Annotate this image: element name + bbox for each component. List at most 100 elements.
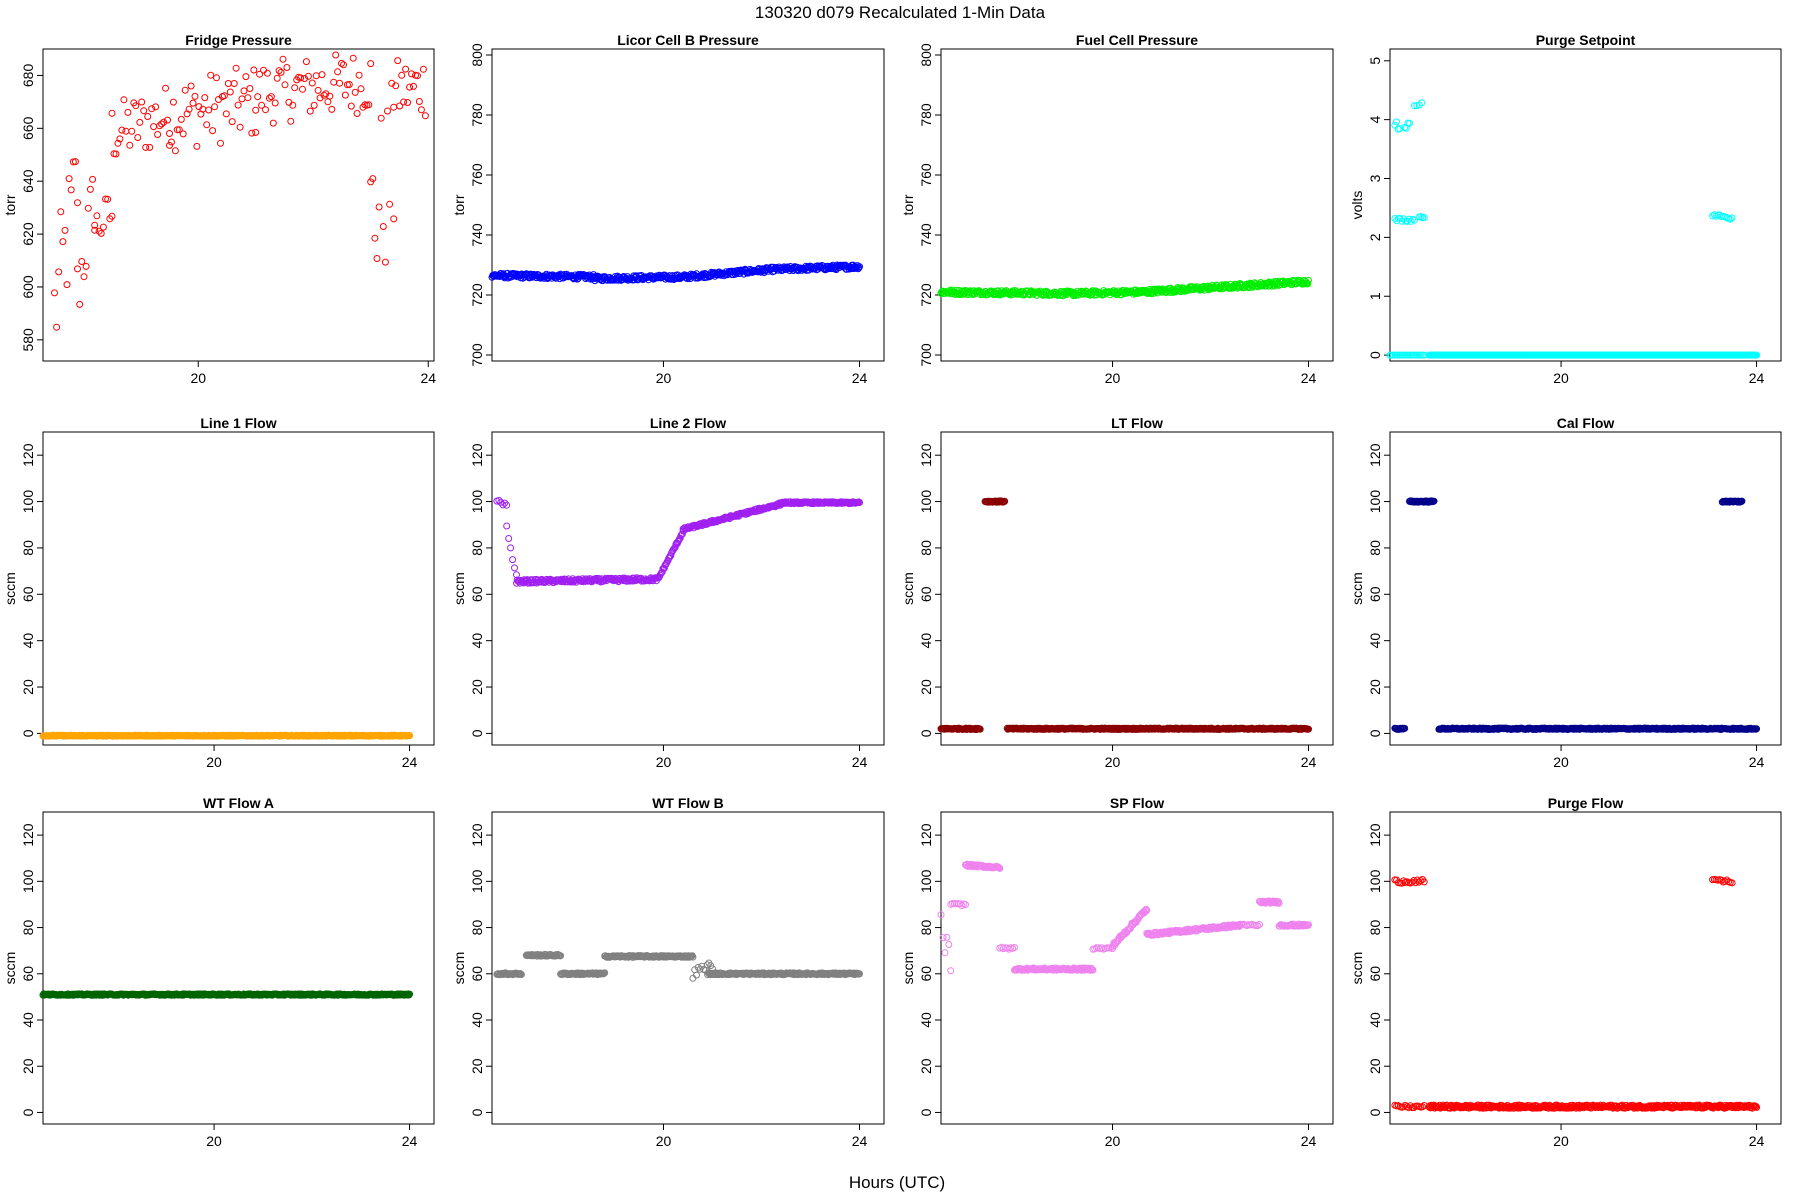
x-tick-label: 20: [206, 1133, 222, 1149]
data-point: [373, 255, 381, 262]
data-point: [89, 175, 97, 183]
y-tick-label: 20: [20, 1058, 36, 1074]
data-point: [1409, 215, 1417, 223]
data-point: [1305, 276, 1312, 284]
y-tick-label: 80: [20, 540, 36, 556]
y-tick-label: 40: [469, 633, 485, 649]
data-point: [367, 60, 375, 68]
data-point: [162, 84, 169, 92]
y-tick-label: 720: [469, 283, 485, 307]
data-point: [297, 74, 305, 82]
data-point: [410, 82, 417, 90]
y-axis-label: torr: [451, 194, 467, 215]
data-point: [856, 263, 863, 271]
panel-title: Fridge Pressure: [185, 32, 292, 48]
data-points: [937, 276, 1312, 300]
data-point: [181, 86, 189, 94]
y-tick-label: 60: [20, 586, 36, 602]
data-point: [168, 138, 175, 146]
plot-frame: [940, 431, 1334, 746]
data-point: [232, 64, 240, 72]
data-point: [495, 271, 503, 279]
data-point: [80, 273, 88, 281]
y-tick-label: 660: [20, 116, 36, 140]
y-tick-label: 80: [20, 920, 36, 936]
y-tick-label: 120: [20, 443, 36, 467]
data-point: [351, 88, 359, 96]
data-point: [340, 61, 347, 69]
data-point: [421, 112, 429, 120]
data-point: [384, 107, 391, 115]
data-point: [330, 78, 338, 86]
data-point: [201, 94, 209, 102]
data-point: [142, 143, 150, 151]
plot-frame: [42, 811, 435, 1125]
data-point: [332, 51, 340, 59]
data-point: [246, 85, 254, 92]
y-tick-label: 0: [1367, 729, 1383, 737]
y-tick-label: 60: [469, 586, 485, 602]
data-point: [183, 110, 191, 118]
data-point: [328, 105, 336, 113]
data-point: [61, 226, 69, 234]
data-point: [1420, 214, 1428, 221]
plot-frame: [1389, 48, 1782, 362]
data-point: [158, 120, 166, 128]
y-axis-label: sccm: [2, 572, 18, 605]
data-point: [398, 71, 406, 79]
data-point: [277, 68, 285, 76]
y-tick-label: 780: [918, 103, 934, 127]
data-point: [166, 130, 173, 137]
data-point: [371, 234, 379, 242]
data-point: [171, 147, 179, 155]
data-point: [104, 195, 112, 203]
data-point: [386, 200, 394, 208]
data-point: [240, 87, 248, 95]
data-point: [91, 226, 99, 234]
data-points: [1386, 99, 1761, 359]
x-tick-label: 24: [1749, 370, 1765, 386]
panel-title: Licor Cell B Pressure: [617, 32, 759, 48]
data-point: [217, 139, 224, 147]
y-tick-label: 40: [469, 1012, 485, 1028]
data-point: [1712, 212, 1720, 220]
data-point: [503, 522, 511, 530]
data-point: [396, 102, 404, 110]
data-point: [283, 64, 291, 71]
data-point: [51, 289, 58, 297]
data-point: [1417, 213, 1425, 221]
data-point: [1710, 211, 1718, 219]
data-point: [334, 68, 342, 76]
x-tick-label: 20: [656, 370, 672, 386]
y-tick-label: 2: [1367, 233, 1383, 241]
panel-title: Line 2 Flow: [650, 415, 726, 431]
data-point: [1418, 99, 1426, 107]
data-point: [108, 109, 116, 117]
x-tick-label: 20: [656, 754, 672, 770]
data-point: [134, 134, 142, 141]
data-point: [152, 103, 160, 111]
data-point: [146, 143, 154, 151]
y-tick-label: 100: [469, 869, 485, 893]
data-point: [258, 101, 266, 109]
data-point: [306, 107, 314, 115]
data-point: [837, 261, 845, 269]
y-tick-label: 20: [469, 1058, 485, 1074]
y-tick-label: 5: [1367, 57, 1383, 65]
y-tick-label: 60: [20, 966, 36, 982]
y-tick-label: 0: [469, 1108, 485, 1116]
data-point: [252, 106, 260, 114]
data-point: [273, 74, 281, 82]
data-point: [377, 114, 385, 122]
data-point: [324, 98, 332, 106]
data-point: [53, 323, 61, 331]
data-point: [93, 212, 101, 220]
data-point: [65, 175, 73, 183]
panel-title: Line 1 Flow: [200, 415, 276, 431]
data-point: [211, 103, 219, 111]
data-point: [308, 79, 316, 87]
data-point: [191, 92, 199, 100]
